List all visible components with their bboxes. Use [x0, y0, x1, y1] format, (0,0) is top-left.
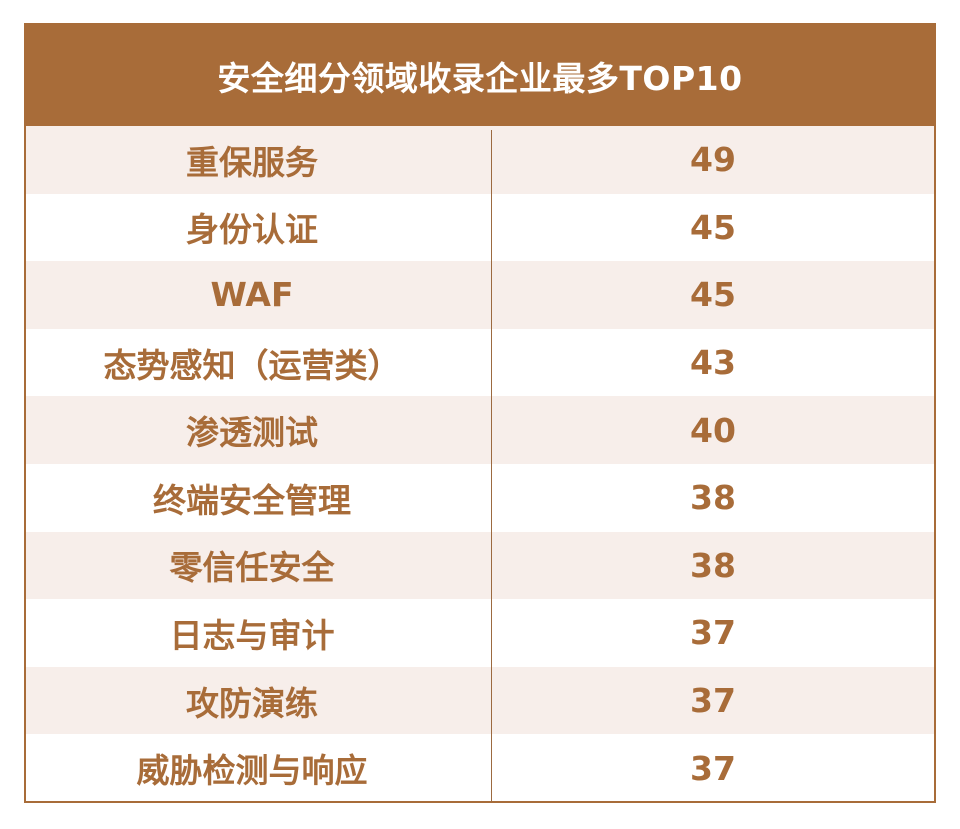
table-row: 重保服务 49 — [26, 126, 934, 194]
table-row: 身份认证 45 — [26, 194, 934, 262]
column-divider — [491, 130, 492, 802]
table-row: 零信任安全 38 — [26, 531, 934, 600]
table-row: 攻防演练 37 — [26, 666, 934, 735]
category-name: WAF — [210, 275, 294, 315]
table-row: WAF 45 — [26, 261, 934, 329]
company-count: 38 — [690, 478, 736, 518]
category-name: 终端安全管理 — [153, 480, 351, 520]
company-count: 40 — [690, 410, 736, 450]
company-count: 37 — [690, 681, 736, 721]
category-name: 渗透测试 — [186, 413, 318, 453]
category-name: 零信任安全 — [169, 548, 335, 588]
table-row: 态势感知（运营类） 43 — [26, 329, 934, 397]
company-count: 43 — [690, 343, 736, 383]
table-body: 重保服务 49 身份认证 45 WAF 45 态势感知（运营类） 43 渗透测试… — [26, 126, 934, 802]
category-name: 身份认证 — [186, 210, 318, 250]
company-count: 37 — [690, 613, 736, 653]
table-row: 渗透测试 40 — [26, 396, 934, 464]
table-row: 终端安全管理 38 — [26, 464, 934, 532]
category-name: 攻防演练 — [186, 683, 318, 723]
company-count: 45 — [690, 275, 736, 315]
category-name: 重保服务 — [186, 142, 318, 182]
top10-table: 安全细分领域收录企业最多TOP10 重保服务 49 身份认证 45 WAF 45… — [24, 23, 936, 803]
company-count: 38 — [690, 545, 736, 585]
company-count: 45 — [690, 207, 736, 247]
category-name: 日志与审计 — [169, 615, 335, 655]
company-count: 49 — [690, 140, 736, 180]
category-name: 威胁检测与响应 — [136, 751, 368, 791]
table-title: 安全细分领域收录企业最多TOP10 — [26, 25, 934, 126]
table-row: 威胁检测与响应 37 — [26, 734, 934, 802]
category-name: 态势感知（运营类） — [103, 345, 401, 385]
table-row: 日志与审计 37 — [26, 599, 934, 667]
company-count: 37 — [690, 748, 736, 788]
